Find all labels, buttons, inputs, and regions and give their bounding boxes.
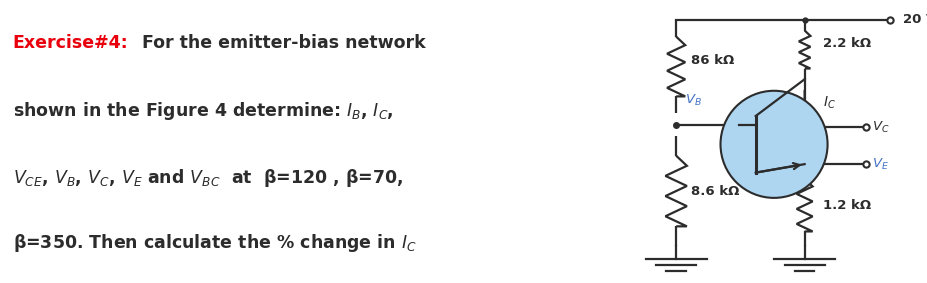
Text: $V_C$: $V_C$ <box>872 120 889 135</box>
Text: shown in the Figure 4 determine: $I_B$, $I_C$,: shown in the Figure 4 determine: $I_B$, … <box>13 100 393 123</box>
Text: $V_B$: $V_B$ <box>685 93 702 108</box>
Text: β=350. Then calculate the % change in $I_C$: β=350. Then calculate the % change in $I… <box>13 232 416 254</box>
Text: $I_C$: $I_C$ <box>823 95 836 112</box>
Text: 20 V: 20 V <box>903 13 927 26</box>
Text: 86 kΩ: 86 kΩ <box>692 54 735 67</box>
Text: 8.6 kΩ: 8.6 kΩ <box>692 185 740 198</box>
Text: $V_E$: $V_E$ <box>872 156 889 172</box>
Text: $V_{CE}$, $V_B$, $V_C$, $V_E$ and $V_{BC}$  at  β=120 , β=70,: $V_{CE}$, $V_B$, $V_C$, $V_E$ and $V_{BC… <box>13 167 402 189</box>
Text: Exercise#4:: Exercise#4: <box>13 34 128 52</box>
Text: For the emitter-bias network: For the emitter-bias network <box>135 34 425 52</box>
Text: 2.2 kΩ: 2.2 kΩ <box>823 37 871 50</box>
Text: 1.2 kΩ: 1.2 kΩ <box>823 199 871 212</box>
Ellipse shape <box>720 91 828 198</box>
